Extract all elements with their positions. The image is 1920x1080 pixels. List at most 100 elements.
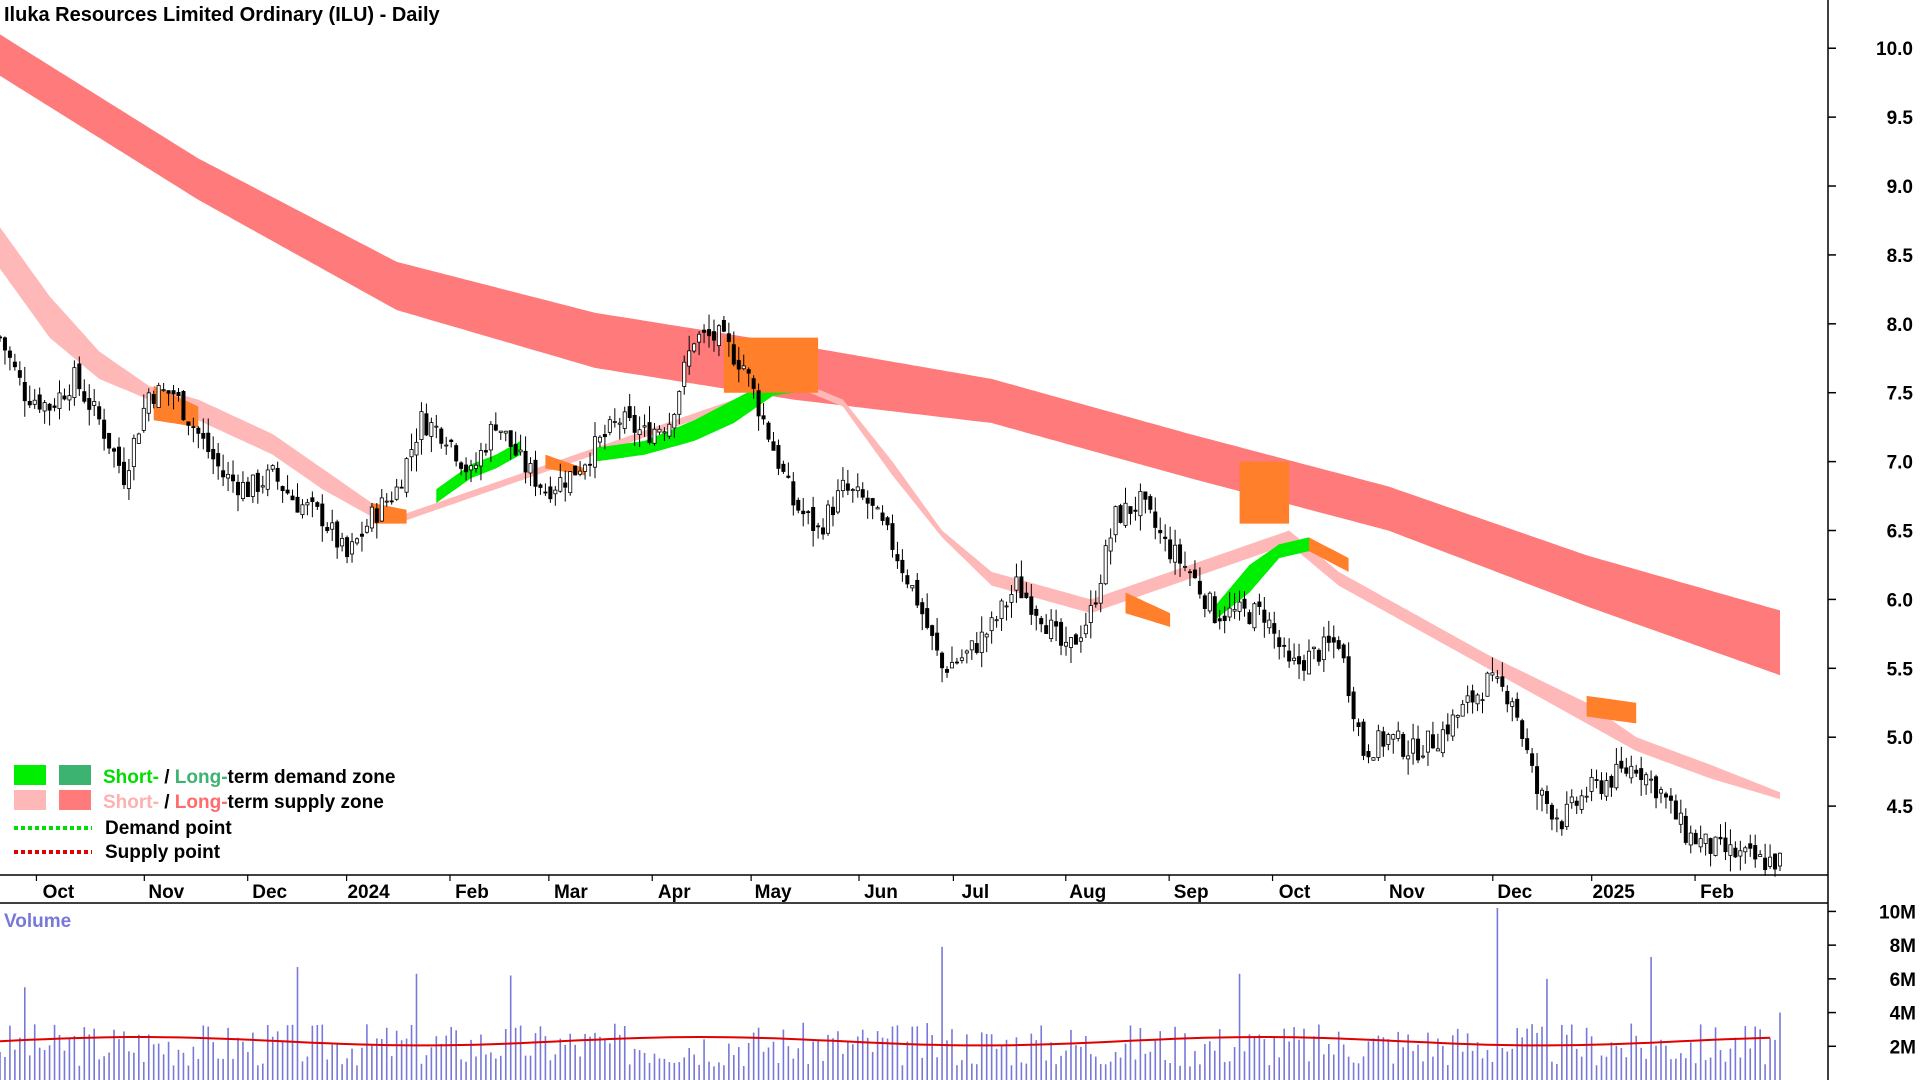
candle-body	[1158, 529, 1163, 534]
candle	[87, 384, 92, 426]
candle-body	[1316, 649, 1321, 662]
candle	[1202, 593, 1207, 618]
candle-body	[702, 329, 707, 333]
candle-body	[1584, 795, 1589, 798]
candle-body	[1252, 603, 1257, 629]
candle-body	[1391, 734, 1396, 740]
candle-body	[1673, 800, 1678, 820]
candle	[2, 336, 7, 365]
candle-body	[126, 470, 131, 489]
candle	[1044, 614, 1049, 634]
candle-body	[1287, 650, 1292, 662]
candle-body	[503, 430, 508, 434]
candle-body	[1083, 624, 1088, 635]
candle-body	[1356, 722, 1361, 728]
candle-body	[1708, 838, 1713, 854]
candle-body	[875, 507, 880, 510]
candle	[1490, 657, 1495, 682]
candle-body	[47, 403, 52, 411]
candle-body	[1098, 582, 1103, 604]
price-y-tick-label: 8.0	[1887, 315, 1913, 336]
price-y-tick-label: 6.5	[1887, 522, 1914, 543]
candle	[538, 483, 543, 495]
candle-body	[151, 394, 156, 404]
candle	[1485, 671, 1490, 697]
candle-body	[1748, 843, 1753, 849]
candle	[1753, 834, 1758, 868]
candle-body	[186, 421, 191, 426]
candle-body	[915, 579, 920, 606]
candle-body	[369, 506, 374, 529]
candle	[295, 483, 300, 513]
candle	[454, 443, 459, 467]
volume-average-line	[0, 1035, 1771, 1047]
candle-body	[255, 472, 260, 492]
candle-body	[662, 431, 667, 434]
candle	[905, 569, 910, 589]
candle-body	[959, 657, 964, 661]
candle-body	[578, 470, 583, 475]
candle	[860, 482, 865, 501]
candle	[136, 432, 141, 444]
candle-body	[22, 381, 27, 402]
candle	[885, 516, 890, 531]
candle-body	[1668, 795, 1673, 801]
candle-body	[1440, 729, 1445, 754]
candle	[1604, 772, 1609, 801]
candle	[984, 632, 989, 653]
candle-body	[751, 378, 756, 389]
candle-body	[300, 504, 305, 516]
candle-body	[469, 465, 474, 471]
candle-body	[677, 391, 682, 415]
candle	[1738, 840, 1743, 871]
candle	[1297, 643, 1302, 680]
volume-y-axis: 10M 8M 6M 4M 2M	[1828, 902, 1916, 1058]
candle-body	[1644, 774, 1649, 786]
candle	[1098, 574, 1103, 613]
candle	[1341, 643, 1346, 663]
candle-body	[1510, 701, 1515, 707]
candle-body	[320, 503, 325, 527]
candle	[523, 436, 528, 484]
candle-body	[325, 527, 330, 531]
candle-body	[161, 389, 166, 392]
candle	[369, 503, 374, 532]
candle	[196, 426, 201, 449]
candle	[1644, 772, 1649, 795]
candle	[389, 491, 394, 505]
candle-body	[1574, 800, 1579, 806]
candle	[1778, 852, 1783, 872]
candle	[1748, 834, 1753, 857]
candle	[568, 471, 573, 496]
candle	[1302, 654, 1307, 681]
candle-body	[1247, 612, 1252, 625]
candle-body	[736, 359, 741, 370]
candle-body	[721, 319, 726, 332]
candle-body	[781, 463, 786, 472]
candle	[989, 611, 994, 644]
x-tick-label: Nov	[1389, 882, 1425, 903]
candle	[394, 478, 399, 501]
candle-body	[726, 333, 731, 342]
candle-body	[1678, 812, 1683, 825]
candle	[1311, 646, 1316, 660]
short-term-demand-zone-2	[1214, 537, 1309, 621]
candle-body	[211, 448, 216, 460]
candle	[320, 494, 325, 542]
candle-body	[146, 392, 151, 414]
candle-body	[830, 506, 835, 516]
candle	[1688, 825, 1693, 854]
candle-body	[473, 464, 478, 469]
candle	[434, 414, 439, 439]
candle-body	[622, 411, 627, 429]
candle	[22, 366, 27, 417]
candle-body	[1202, 595, 1207, 609]
candle	[409, 433, 414, 472]
candle	[910, 584, 915, 592]
candle	[1222, 606, 1227, 634]
candle	[1391, 733, 1396, 754]
candle	[1178, 538, 1183, 577]
candle-body	[1187, 571, 1192, 574]
candle	[1024, 582, 1029, 599]
